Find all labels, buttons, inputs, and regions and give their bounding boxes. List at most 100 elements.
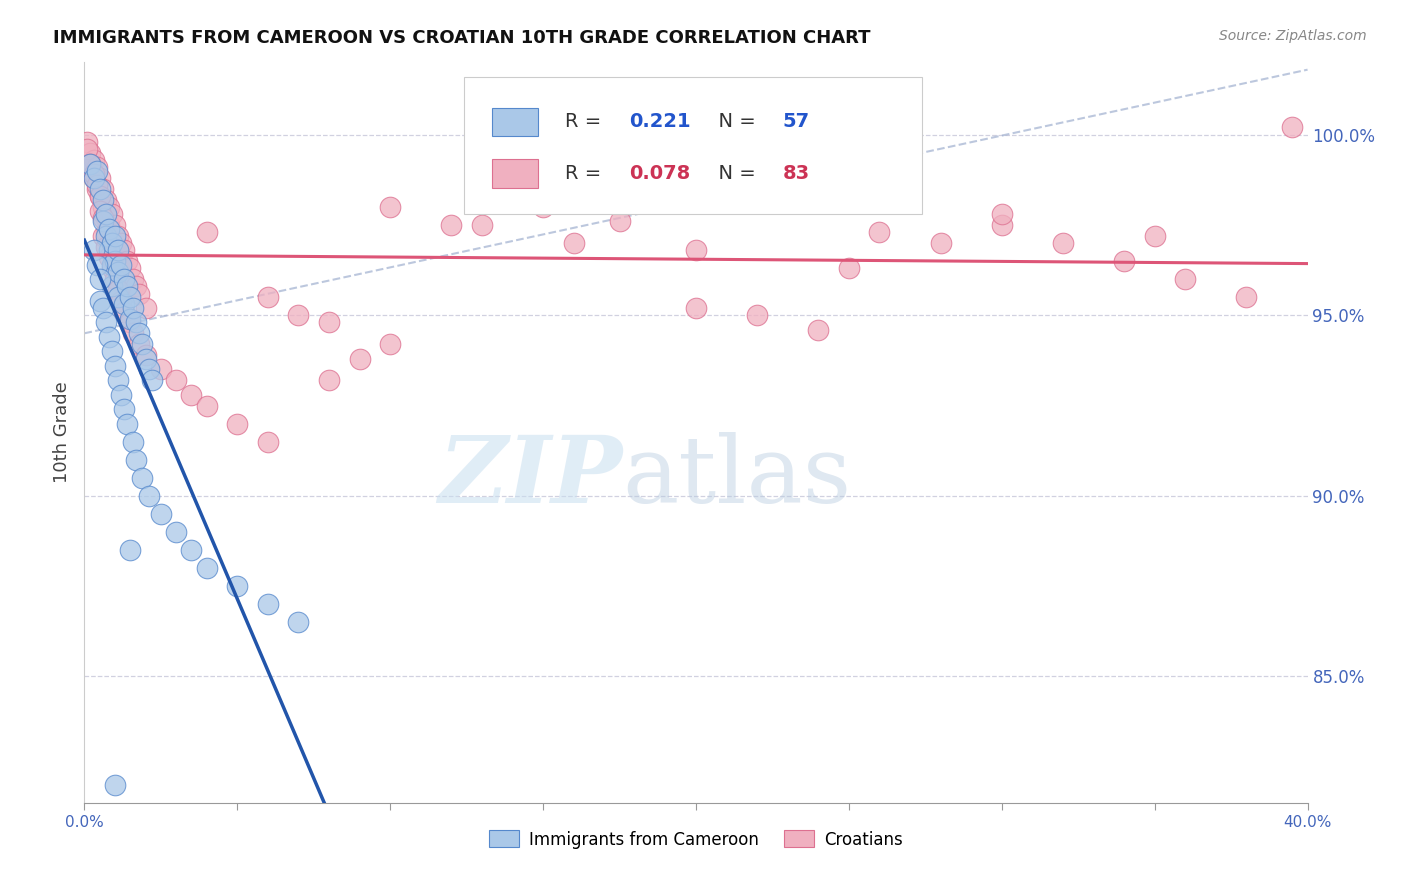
Point	[128, 337, 150, 351]
Point	[104, 235, 127, 250]
Point	[685, 301, 707, 315]
Point	[107, 228, 129, 243]
Point	[104, 218, 127, 232]
Point	[180, 387, 202, 401]
Point	[76, 142, 98, 156]
Point	[1052, 235, 1074, 250]
Point	[869, 225, 891, 239]
Point	[76, 135, 98, 149]
Point	[83, 244, 105, 258]
Point	[131, 337, 153, 351]
Point	[104, 272, 127, 286]
Point	[91, 211, 114, 225]
Point	[86, 160, 108, 174]
Point	[89, 293, 111, 308]
Point	[83, 171, 105, 186]
Point	[195, 225, 218, 239]
Point	[91, 182, 114, 196]
Point	[107, 244, 129, 258]
Text: R =: R =	[565, 112, 607, 131]
Point	[195, 399, 218, 413]
Point	[318, 316, 340, 330]
Point	[929, 235, 952, 250]
Point	[257, 597, 280, 611]
Point	[440, 218, 463, 232]
Text: 0.221: 0.221	[628, 112, 690, 131]
Y-axis label: 10th Grade: 10th Grade	[53, 382, 72, 483]
Point	[97, 221, 120, 235]
Point	[318, 373, 340, 387]
Point	[83, 171, 105, 186]
Point	[1281, 120, 1303, 135]
Point	[101, 261, 124, 276]
Point	[125, 316, 148, 330]
Point	[141, 373, 163, 387]
Point	[101, 279, 124, 293]
Point	[104, 254, 127, 268]
Point	[110, 254, 132, 268]
Point	[79, 156, 101, 170]
Point	[135, 351, 157, 366]
Point	[112, 304, 135, 318]
Point	[97, 244, 120, 258]
Point	[685, 244, 707, 258]
Point	[97, 200, 120, 214]
Point	[257, 290, 280, 304]
Point	[131, 471, 153, 485]
Point	[149, 362, 172, 376]
Point	[89, 189, 111, 203]
Point	[94, 239, 117, 253]
Point	[89, 203, 111, 218]
Point	[97, 218, 120, 232]
Point	[120, 316, 142, 330]
Point	[107, 290, 129, 304]
Point	[112, 402, 135, 417]
Text: ZIP: ZIP	[439, 432, 623, 522]
Point	[104, 359, 127, 373]
Point	[562, 235, 585, 250]
Point	[122, 272, 145, 286]
Point	[1174, 272, 1197, 286]
Point	[94, 211, 117, 225]
Point	[128, 326, 150, 341]
Point	[104, 778, 127, 792]
Point	[287, 308, 309, 322]
Point	[531, 200, 554, 214]
Legend: Immigrants from Cameroon, Croatians: Immigrants from Cameroon, Croatians	[482, 823, 910, 855]
Point	[107, 373, 129, 387]
Point	[79, 163, 101, 178]
Point	[79, 145, 101, 160]
Point	[110, 387, 132, 401]
Point	[1114, 254, 1136, 268]
Point	[101, 235, 124, 250]
Point	[97, 251, 120, 265]
Text: 83: 83	[783, 164, 810, 183]
Point	[112, 297, 135, 311]
Text: atlas: atlas	[623, 432, 852, 522]
Point	[89, 189, 111, 203]
Point	[115, 254, 138, 268]
Point	[86, 163, 108, 178]
Text: 57: 57	[783, 112, 810, 131]
Point	[101, 207, 124, 221]
Point	[120, 290, 142, 304]
Point	[110, 235, 132, 250]
Text: R =: R =	[565, 164, 607, 183]
Point	[83, 153, 105, 167]
Point	[91, 193, 114, 207]
Point	[128, 286, 150, 301]
Point	[122, 434, 145, 449]
Point	[747, 308, 769, 322]
Point	[471, 218, 494, 232]
Point	[89, 182, 111, 196]
Text: N =: N =	[706, 112, 762, 131]
Point	[120, 261, 142, 276]
FancyBboxPatch shape	[492, 160, 538, 187]
Point	[91, 301, 114, 315]
Point	[115, 279, 138, 293]
Point	[107, 265, 129, 279]
Point	[110, 258, 132, 272]
Point	[609, 214, 631, 228]
Point	[380, 337, 402, 351]
Point	[94, 193, 117, 207]
